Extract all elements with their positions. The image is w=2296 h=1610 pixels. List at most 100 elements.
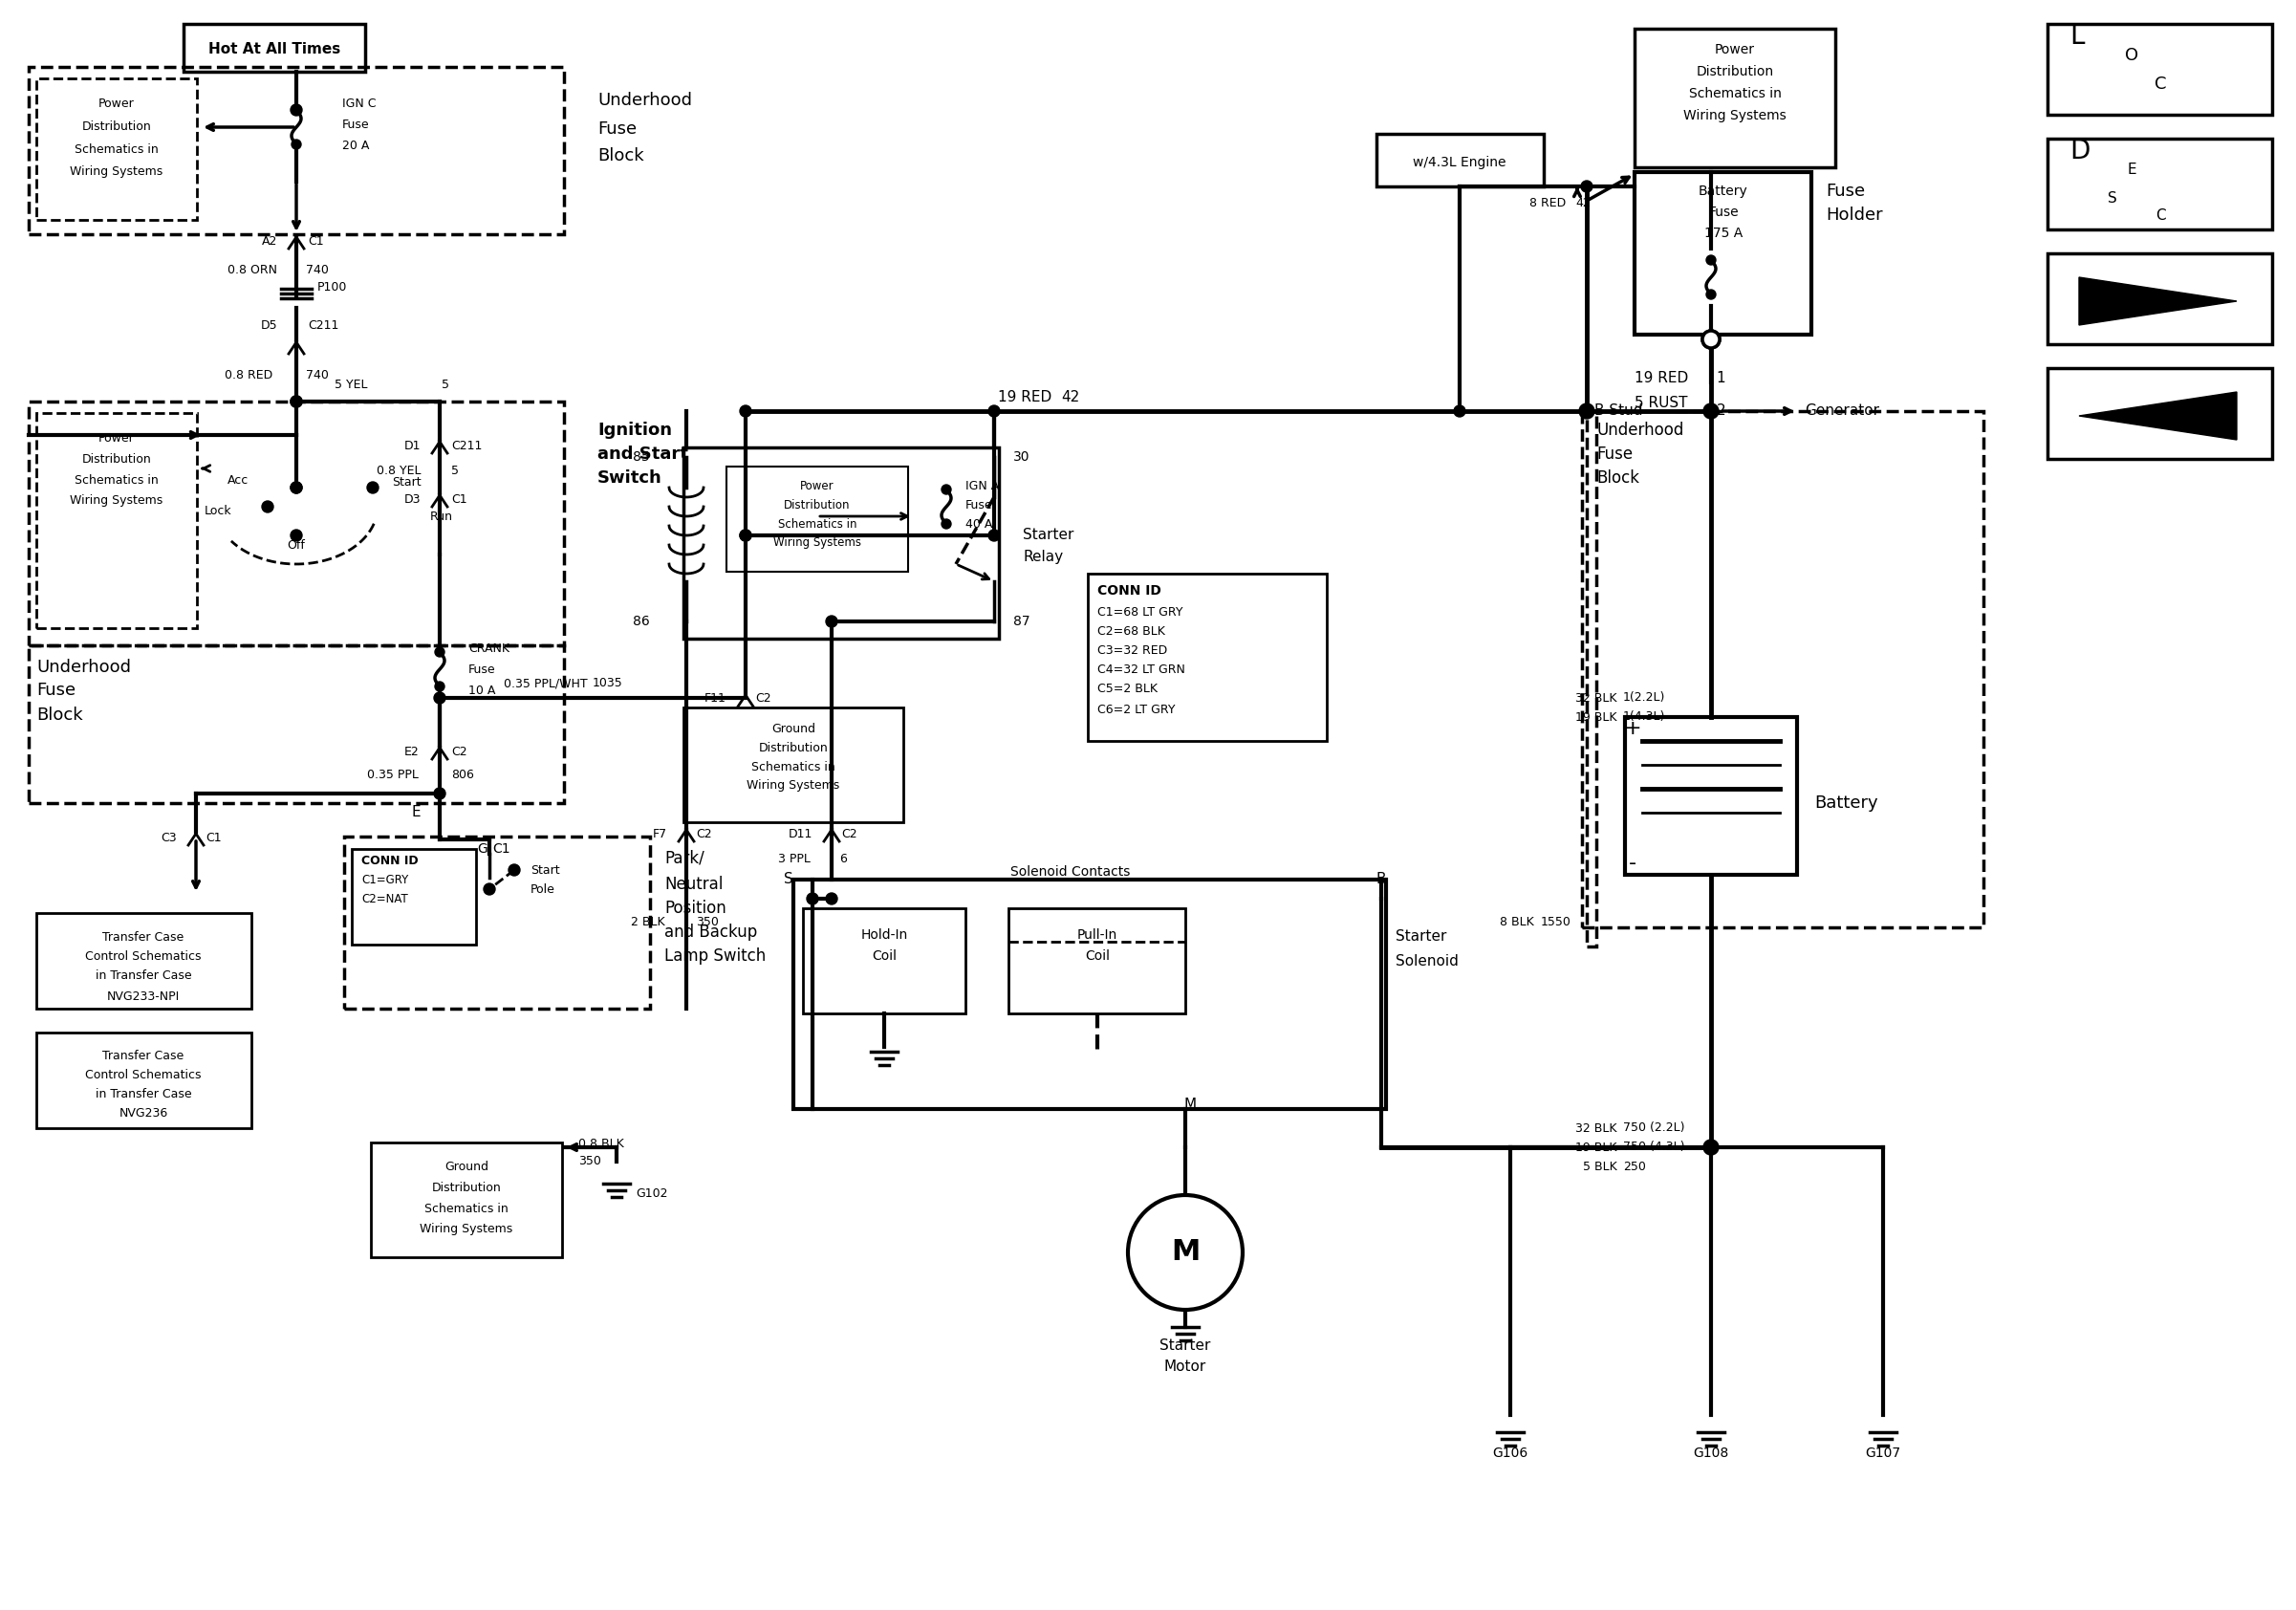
- Text: F11: F11: [705, 692, 726, 705]
- Text: 5: 5: [452, 464, 459, 477]
- Text: L: L: [2069, 23, 2085, 50]
- Text: C211: C211: [308, 319, 340, 332]
- Text: Fuse: Fuse: [1596, 446, 1632, 462]
- Bar: [37, 79, 197, 221]
- Circle shape: [292, 140, 301, 150]
- Text: IGN C: IGN C: [342, 97, 377, 109]
- Text: 175 A: 175 A: [1704, 227, 1743, 240]
- Circle shape: [1706, 256, 1715, 264]
- Text: E: E: [2126, 163, 2135, 177]
- Text: Neutral: Neutral: [664, 876, 723, 894]
- Text: O: O: [2124, 47, 2138, 64]
- Text: Solenoid Contacts: Solenoid Contacts: [1010, 865, 1130, 879]
- Text: in Transfer Case: in Transfer Case: [96, 1088, 191, 1101]
- Text: IGN A: IGN A: [964, 480, 999, 493]
- Bar: [28, 401, 565, 646]
- Text: Wiring Systems: Wiring Systems: [774, 536, 861, 549]
- Text: C211: C211: [452, 440, 482, 452]
- Text: Wiring Systems: Wiring Systems: [1683, 109, 1786, 122]
- Text: NVG233-NPI: NVG233-NPI: [108, 990, 179, 1003]
- Text: Distribution: Distribution: [1697, 64, 1775, 79]
- Text: Underhood: Underhood: [1596, 422, 1683, 440]
- Circle shape: [1582, 180, 1593, 192]
- Text: 8 RED: 8 RED: [1529, 196, 1566, 209]
- Bar: [28, 646, 565, 803]
- Text: 86: 86: [634, 615, 650, 628]
- Bar: [794, 879, 1387, 1109]
- Text: 1035: 1035: [592, 678, 622, 689]
- Text: G102: G102: [636, 1187, 668, 1199]
- Text: Off: Off: [287, 539, 305, 551]
- Text: w/4.3L Engine: w/4.3L Engine: [1412, 156, 1506, 169]
- Text: Solenoid: Solenoid: [1396, 953, 1458, 968]
- Text: Ignition: Ignition: [597, 422, 673, 440]
- Text: Wiring Systems: Wiring Systems: [71, 166, 163, 179]
- Bar: [184, 24, 365, 72]
- Text: Schematics in: Schematics in: [751, 760, 836, 773]
- Text: Wiring Systems: Wiring Systems: [71, 494, 163, 507]
- Text: 1550: 1550: [1541, 916, 1570, 929]
- Circle shape: [1701, 330, 1720, 348]
- Bar: [1587, 411, 1596, 947]
- Circle shape: [434, 681, 445, 691]
- Text: Generator: Generator: [1805, 404, 1878, 419]
- Bar: [804, 908, 964, 1013]
- Text: -: -: [1628, 853, 1637, 873]
- Polygon shape: [2078, 391, 2236, 440]
- Circle shape: [292, 105, 301, 114]
- Text: 0.8 RED: 0.8 RED: [225, 369, 273, 382]
- Text: Relay: Relay: [1022, 549, 1063, 564]
- Text: Block: Block: [1596, 470, 1639, 486]
- Text: 19 BLK: 19 BLK: [1575, 712, 1616, 723]
- Text: 3 PPL: 3 PPL: [778, 852, 810, 865]
- Text: C1: C1: [491, 842, 510, 855]
- Circle shape: [484, 884, 496, 895]
- Circle shape: [434, 692, 445, 704]
- Text: 740: 740: [305, 369, 328, 382]
- Text: 806: 806: [452, 768, 473, 781]
- Text: Position: Position: [664, 900, 726, 916]
- Text: 0.35 PPL: 0.35 PPL: [367, 768, 418, 781]
- Circle shape: [739, 530, 751, 541]
- Polygon shape: [2078, 277, 2236, 325]
- Text: +: +: [1623, 720, 1642, 737]
- Text: Coil: Coil: [872, 950, 898, 963]
- Text: G107: G107: [1864, 1446, 1901, 1460]
- Text: 19 BLK: 19 BLK: [1575, 1141, 1616, 1153]
- Text: C2: C2: [696, 828, 712, 840]
- Circle shape: [1582, 406, 1593, 417]
- Text: Coil: Coil: [1086, 950, 1109, 963]
- Bar: [2048, 138, 2273, 230]
- Circle shape: [987, 406, 999, 417]
- Text: C2=68 BLK: C2=68 BLK: [1097, 625, 1164, 638]
- Circle shape: [739, 406, 751, 417]
- Text: 32 BLK: 32 BLK: [1575, 692, 1616, 704]
- Circle shape: [1704, 1140, 1720, 1154]
- Bar: [1088, 573, 1327, 741]
- Bar: [2048, 253, 2273, 345]
- Text: Starter: Starter: [1022, 528, 1075, 543]
- Text: G: G: [478, 842, 487, 855]
- Text: Distribution: Distribution: [83, 452, 152, 465]
- Circle shape: [1453, 406, 1465, 417]
- Text: 10 A: 10 A: [468, 684, 496, 697]
- Circle shape: [827, 615, 838, 628]
- Text: 0.8 BLK: 0.8 BLK: [579, 1137, 625, 1150]
- Text: Fuse: Fuse: [597, 121, 636, 138]
- Text: Battery: Battery: [1814, 794, 1878, 811]
- Text: D1: D1: [404, 440, 420, 452]
- Text: Lock: Lock: [204, 506, 232, 518]
- Text: C1: C1: [207, 831, 220, 844]
- Text: S: S: [783, 873, 794, 887]
- Text: C1=68 LT GRY: C1=68 LT GRY: [1097, 605, 1182, 618]
- Circle shape: [1706, 290, 1715, 299]
- Text: Distribution: Distribution: [783, 499, 850, 510]
- Text: Ground: Ground: [445, 1161, 489, 1172]
- Text: CONN ID: CONN ID: [360, 855, 418, 866]
- Text: Fuse: Fuse: [1708, 206, 1738, 219]
- Text: Transfer Case: Transfer Case: [103, 1050, 184, 1063]
- Text: Wiring Systems: Wiring Systems: [746, 779, 840, 792]
- Bar: [1008, 908, 1185, 1013]
- Text: M: M: [1171, 1238, 1201, 1267]
- Text: Start: Start: [393, 477, 420, 489]
